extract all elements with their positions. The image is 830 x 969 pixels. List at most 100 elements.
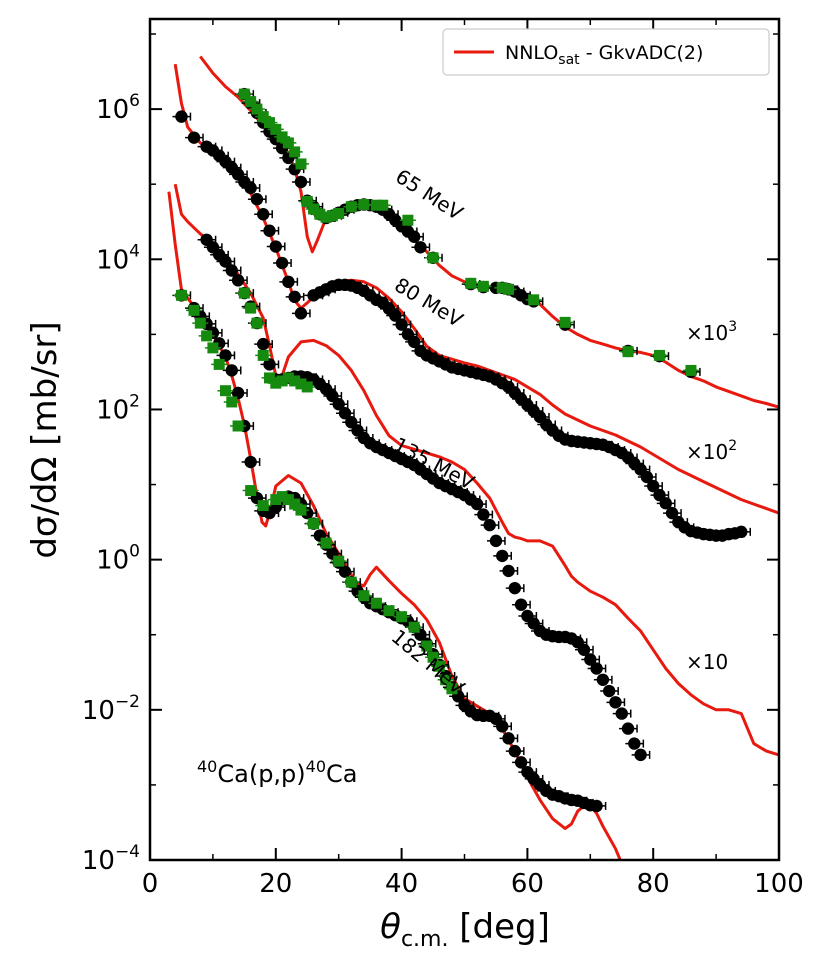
data-point-black (332, 398, 345, 411)
data-point-green (276, 375, 288, 387)
data-point-black (665, 506, 679, 520)
data-point-green (276, 131, 288, 143)
plot-area (167, 55, 779, 860)
x-tick-label: 40 (385, 869, 418, 899)
data-point-green (301, 381, 313, 393)
data-point-green (188, 304, 200, 316)
data-point-black (407, 230, 421, 243)
data-point-black (263, 358, 276, 371)
y-tick-label: 10−2 (82, 692, 140, 726)
data-point-green (264, 372, 276, 384)
y-tick-label: 10−4 (82, 842, 140, 876)
y-tick-label: 100 (96, 542, 140, 576)
data-point-black (288, 290, 301, 304)
data-point-green (427, 252, 439, 264)
data-point-black (502, 732, 515, 745)
x-tick-label: 60 (511, 869, 544, 899)
data-point-black (609, 696, 622, 709)
data-point-green (333, 555, 345, 567)
data-point-green (314, 208, 326, 220)
data-point-green (282, 372, 294, 384)
data-point-green (232, 420, 244, 432)
data-point-black (615, 707, 628, 720)
data-point-green (194, 317, 206, 329)
y-axis-title: dσ/dΩ [mb/sr] (25, 321, 65, 558)
data-point-black (477, 508, 490, 521)
data-point-black (590, 662, 603, 675)
x-axis-title: θc.m. [deg] (380, 907, 550, 952)
data-point-green (201, 330, 213, 342)
data-point-green (358, 198, 370, 210)
data-point-black (225, 264, 238, 277)
scale-factor-100: ×102 (686, 438, 737, 464)
data-point-green (320, 211, 332, 223)
x-tick-labels: 0 20 40 60 80 100 (142, 869, 804, 899)
data-point-green (245, 485, 257, 497)
data-point-green (289, 375, 301, 387)
data-point-black (263, 224, 276, 237)
data-point-green (402, 214, 414, 226)
data-point-black (659, 497, 672, 510)
data-point-green (377, 199, 389, 211)
data-point-green (245, 96, 257, 108)
data-point-green (345, 201, 357, 213)
data-point-green (238, 287, 250, 299)
y-tick-label: 106 (96, 91, 140, 125)
data-point-black (257, 208, 270, 221)
data-point-green (282, 494, 294, 506)
data-point-green (257, 111, 269, 123)
data-point-black (275, 256, 289, 270)
data-point-green (496, 282, 508, 294)
data-point-black (628, 737, 641, 750)
series-65-mev (199, 55, 779, 409)
plot-frame (148, 17, 781, 862)
data-point-black (231, 386, 245, 400)
data-point-green (219, 385, 231, 397)
data-point-green (477, 280, 489, 292)
data-point-black (231, 274, 245, 287)
x-tick-label: 100 (754, 869, 804, 899)
data-point-green (308, 518, 320, 530)
data-point-green (295, 504, 307, 516)
data-point-green (289, 498, 301, 510)
theory-curve (173, 183, 779, 757)
data-point-green (427, 651, 439, 663)
data-point-green (282, 137, 294, 149)
reaction-label: 40Ca(p,p)40Ca (197, 757, 357, 788)
data-point-green (358, 590, 370, 602)
series-182-mev (167, 191, 622, 860)
data-point-black (647, 479, 660, 493)
data-point-green (320, 537, 332, 549)
data-point-black (577, 643, 591, 656)
data-point-green (433, 660, 445, 672)
data-point-green (446, 683, 458, 695)
data-point-green (326, 210, 338, 222)
data-point-green (685, 364, 697, 376)
y-tick-label: 102 (96, 391, 140, 425)
legend[interactable]: NNLOsat - GkvADC(2) (442, 28, 770, 76)
data-point-black (294, 307, 308, 320)
data-point-black (508, 744, 522, 758)
data-point-green (622, 346, 634, 358)
data-point-black (470, 497, 484, 511)
data-point-green (440, 674, 452, 686)
data-point-black (634, 748, 647, 762)
data-point-black (282, 275, 295, 289)
data-point-green (175, 289, 187, 301)
data-point-green (295, 378, 307, 390)
series-80-mev (172, 63, 779, 542)
data-point-black (483, 518, 496, 532)
data-point-black (621, 722, 635, 735)
data-point-green (257, 500, 269, 512)
data-point-green (370, 597, 382, 609)
data-point-green (251, 103, 263, 115)
scale-factor-1000: ×103 (686, 319, 737, 345)
data-point-black (269, 240, 282, 253)
data-point-green (238, 88, 250, 100)
data-point-green (270, 123, 282, 135)
data-point-green (528, 294, 540, 306)
data-point-black (244, 455, 257, 469)
data-point-green (408, 621, 420, 633)
data-point-green (295, 158, 307, 170)
